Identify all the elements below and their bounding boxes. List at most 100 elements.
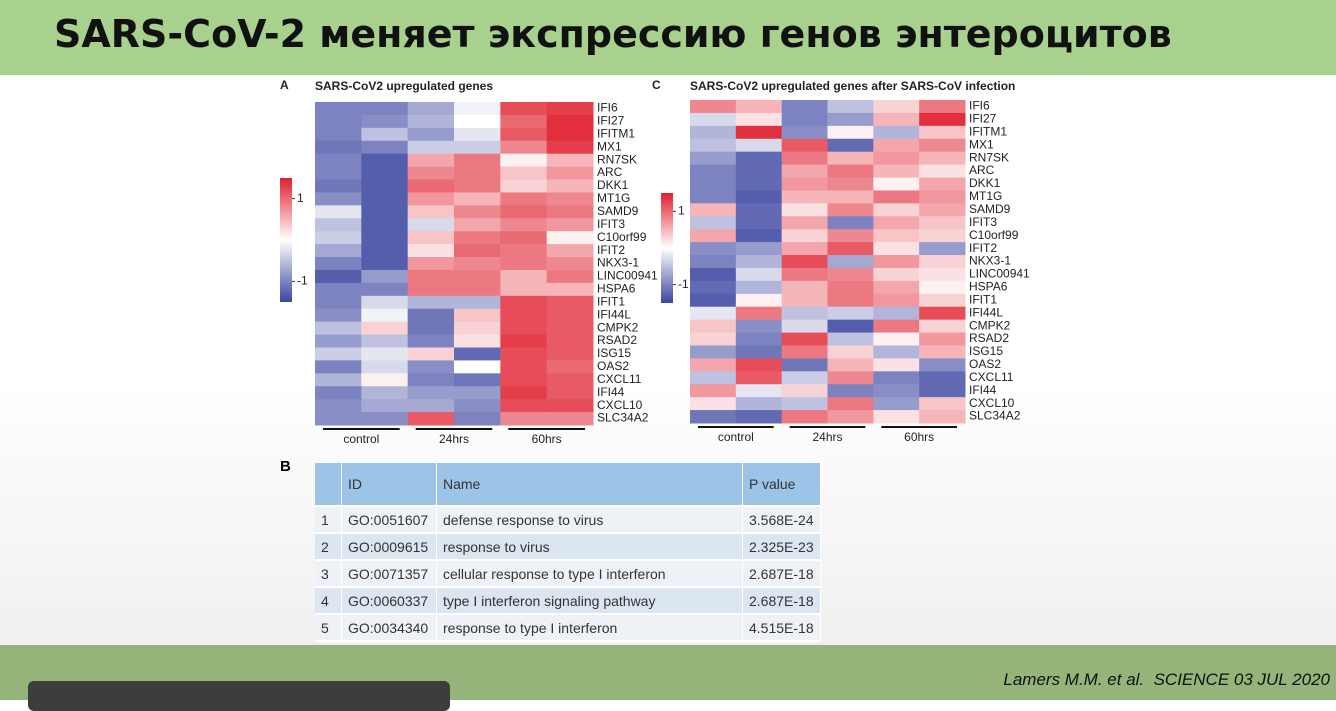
heatmap-cell bbox=[827, 203, 874, 217]
heatmap-cell bbox=[361, 347, 409, 361]
heatmap-cell bbox=[546, 321, 594, 336]
heatmap-cell bbox=[735, 397, 783, 411]
heatmap-cell bbox=[454, 347, 501, 361]
gene-label: NKX3-1 bbox=[597, 256, 639, 270]
heatmap-cell bbox=[690, 319, 737, 334]
heatmap-cell bbox=[454, 282, 501, 297]
heatmap-cell bbox=[454, 153, 501, 168]
slide-title: SARS-CoV-2 меняет экспрессию генов энтер… bbox=[54, 12, 1172, 56]
heatmap-cell bbox=[546, 205, 594, 219]
heatmap-cell bbox=[361, 373, 409, 387]
heatmap-cell bbox=[361, 282, 409, 297]
heatmap-cell bbox=[361, 360, 409, 374]
table-cell: 2 bbox=[315, 533, 342, 561]
heatmap-cell bbox=[690, 203, 737, 217]
heatmap-cell bbox=[454, 321, 501, 336]
panel-label: B bbox=[280, 458, 291, 475]
heatmap-cell bbox=[454, 127, 501, 142]
table-cell: 2.325E-23 bbox=[742, 533, 821, 561]
heatmap-cell bbox=[546, 334, 594, 348]
heatmap-cell bbox=[735, 151, 783, 166]
heatmap-cell bbox=[454, 412, 501, 426]
heatmap-cell bbox=[735, 203, 783, 217]
heatmap-cell bbox=[690, 332, 737, 346]
heatmap-cell bbox=[827, 410, 874, 424]
heatmap-cell bbox=[361, 192, 409, 206]
heatmap-cell bbox=[407, 140, 455, 155]
heatmap-cell bbox=[781, 138, 828, 153]
group-label: 24hrs bbox=[439, 432, 469, 446]
heatmap-cell bbox=[873, 112, 920, 127]
heatmap-cell bbox=[361, 153, 409, 168]
heatmap-cell bbox=[315, 412, 362, 426]
heatmap-cell bbox=[361, 386, 409, 400]
table-cell: response to type I interferon bbox=[436, 614, 743, 642]
heatmap-cell bbox=[827, 112, 874, 127]
heatmap-cell bbox=[827, 280, 874, 295]
heatmap-cell bbox=[546, 153, 594, 168]
heatmap-cell bbox=[315, 321, 362, 336]
header-cell: ID bbox=[341, 463, 437, 507]
gene-label: CXCL11 bbox=[969, 370, 1014, 384]
heatmap-cell bbox=[500, 166, 548, 181]
heatmap-cell bbox=[781, 100, 828, 114]
heatmap-cell bbox=[315, 231, 362, 245]
heatmap-cell bbox=[500, 192, 548, 206]
heatmap-cell bbox=[407, 321, 455, 336]
heatmap-cell bbox=[735, 216, 783, 230]
heatmap-cell bbox=[690, 229, 737, 243]
heatmap-cell bbox=[919, 293, 966, 308]
gene-label: MT1G bbox=[597, 191, 630, 205]
heatmap-cell bbox=[827, 397, 874, 411]
heatmap-cell bbox=[827, 177, 874, 191]
gene-label: IFI27 bbox=[597, 114, 625, 128]
table-cell: GO:0034340 bbox=[341, 614, 437, 642]
heatmap-cell bbox=[407, 386, 455, 400]
heatmap-cell bbox=[735, 242, 783, 256]
heatmap-cell bbox=[500, 140, 548, 155]
heatmap-cell bbox=[315, 102, 362, 116]
heatmap-cell bbox=[735, 306, 783, 321]
heatmap-cell bbox=[546, 412, 594, 426]
table-cell: 2.687E-18 bbox=[742, 560, 821, 588]
heatmap-cell bbox=[500, 244, 548, 258]
heatmap-cell bbox=[315, 399, 362, 413]
heatmap-cell bbox=[361, 308, 409, 323]
heatmap-cell bbox=[781, 358, 828, 372]
gene-label: IFIT2 bbox=[969, 241, 997, 255]
heatmap-cell bbox=[361, 179, 409, 193]
heatmap-cell bbox=[690, 306, 737, 321]
heatmap-cell bbox=[407, 192, 455, 206]
heatmap-cell bbox=[454, 192, 501, 206]
heatmap-cell bbox=[500, 399, 548, 413]
heatmap-cell bbox=[407, 360, 455, 374]
heatmap-cell bbox=[315, 205, 362, 219]
heatmap-cell bbox=[407, 114, 455, 129]
heatmap-cell bbox=[546, 231, 594, 245]
heatmap-cell bbox=[735, 410, 783, 424]
heatmap-cell bbox=[781, 125, 828, 140]
heatmap-cell bbox=[407, 347, 455, 361]
heatmap-cell bbox=[735, 384, 783, 398]
heatmap-cell bbox=[315, 244, 362, 258]
heatmap-cell bbox=[919, 332, 966, 346]
heatmap-cell bbox=[546, 386, 594, 400]
heatmap-cell bbox=[919, 112, 966, 127]
heatmap-cell bbox=[407, 308, 455, 323]
table-cell: 2.687E-18 bbox=[742, 587, 821, 615]
heatmap-cell bbox=[361, 321, 409, 336]
heatmap-cell bbox=[735, 280, 783, 295]
heatmap-cell bbox=[454, 334, 501, 348]
heatmap-cell bbox=[500, 347, 548, 361]
gene-label: DKK1 bbox=[597, 178, 629, 192]
heatmap-cell bbox=[735, 358, 783, 372]
gene-label: RSAD2 bbox=[597, 333, 637, 347]
heatmap-cell bbox=[690, 371, 737, 385]
heatmap-cell bbox=[873, 358, 920, 372]
heatmap-cell bbox=[546, 399, 594, 413]
heatmap-cell bbox=[361, 218, 409, 232]
heatmap-cell bbox=[361, 295, 409, 310]
heatmap-cell bbox=[407, 205, 455, 219]
heatmap-cell bbox=[315, 308, 362, 323]
